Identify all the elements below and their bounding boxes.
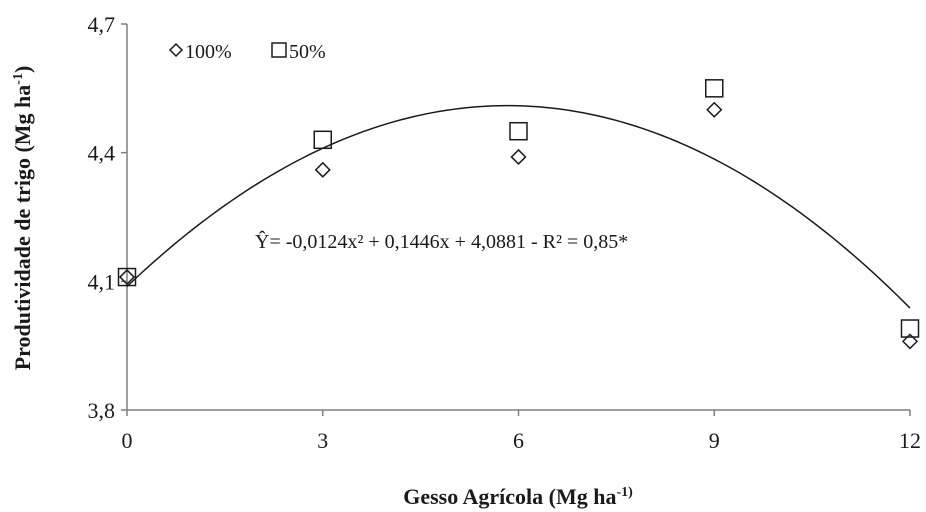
point-diamond <box>118 268 136 286</box>
legend: 100% 50% <box>168 41 326 63</box>
trendline <box>126 104 911 309</box>
x-tick-label: 3 <box>317 428 328 453</box>
point-square <box>900 319 920 338</box>
x-tick-label: 12 <box>899 428 921 453</box>
y-axis-title-main: Produtividade de trigo (Mg ha <box>10 85 35 371</box>
point-diamond <box>314 161 331 178</box>
point-diamond <box>901 333 919 350</box>
legend-label-100: 100% <box>185 41 232 63</box>
y-tick-label: 4,1 <box>88 269 116 294</box>
legend-marker-square <box>271 42 287 58</box>
point-square <box>313 130 332 150</box>
regression-equation: Ŷ= -0,0124x² + 0,1446x + 4,0881 - R² = 0… <box>255 230 628 253</box>
y-ticks: 3,8 4,1 4,4 4,7 <box>88 12 127 423</box>
point-square <box>509 121 528 141</box>
point-square <box>117 267 137 287</box>
point-diamond <box>706 101 723 118</box>
y-axis-title: Produtividade de trigo (Mg ha-1) <box>10 66 35 371</box>
y-axis-title-sup: -1 <box>11 73 26 85</box>
x-axis-title-sup: -1) <box>616 485 633 500</box>
y-tick-label: 4,7 <box>88 12 116 37</box>
x-ticks: 0 3 6 9 12 <box>122 410 921 453</box>
x-tick-label: 6 <box>513 428 524 453</box>
y-tick-label: 4,4 <box>88 141 116 166</box>
y-axis-title-end: ) <box>10 66 35 73</box>
marker-layer <box>117 79 920 350</box>
x-tick-label: 0 <box>122 428 133 453</box>
y-tick-label: 3,8 <box>88 398 116 423</box>
x-axis-title-main: Gesso Agrícola (Mg ha <box>403 484 616 509</box>
point-diamond <box>510 148 527 166</box>
x-tick-label: 9 <box>709 428 720 453</box>
legend-label-50: 50% <box>289 41 326 63</box>
trendline-layer <box>126 104 911 309</box>
legend-marker-diamond <box>168 42 184 58</box>
point-square <box>705 79 724 98</box>
x-axis-title: Gesso Agrícola (Mg ha-1) <box>403 484 633 509</box>
